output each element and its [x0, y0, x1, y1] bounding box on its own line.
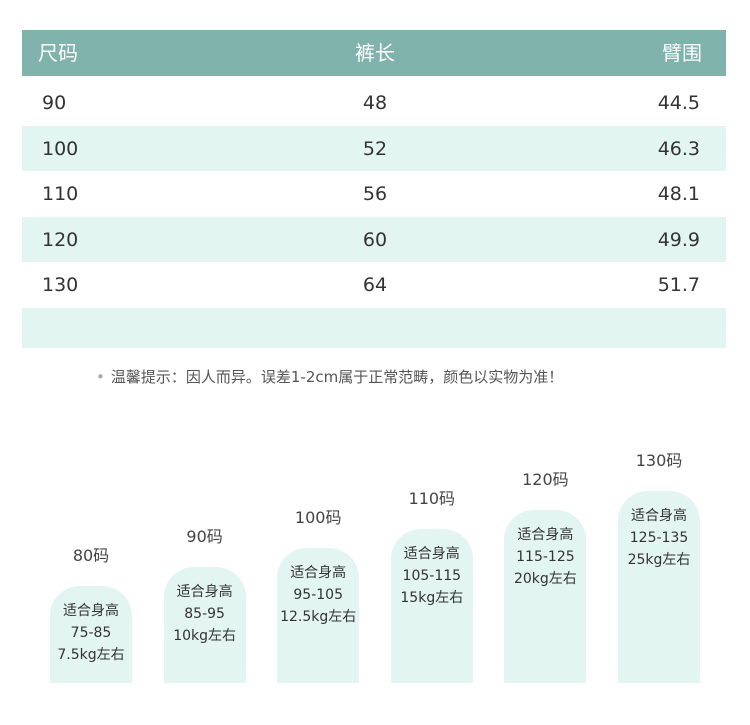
pillar-text: 85-95: [184, 606, 225, 622]
pillar-text: 125-135: [629, 530, 689, 546]
size-label: 80码: [72, 546, 110, 565]
size-cell: 120: [42, 228, 79, 251]
pillar-text: 适合身高: [631, 508, 687, 524]
pillar-text: 95-105: [293, 587, 343, 603]
pillar-text: 适合身高: [517, 527, 574, 543]
arm-cell: 46.3: [657, 137, 700, 160]
pillar-text: 适合身高: [176, 584, 233, 600]
pillar-text: 115-125: [516, 549, 575, 565]
size-pillar: 适合身高 115-125 20kg左右: [504, 510, 587, 683]
pillar-text: 15kg左右: [400, 590, 464, 606]
size-label: 90码: [186, 527, 223, 546]
size-cell: 100: [42, 137, 79, 160]
pillar-text: 7.5kg左右: [57, 647, 125, 663]
pillar-text: 25kg左右: [627, 552, 691, 568]
size-cell: 90: [42, 92, 67, 114]
length-cell: 64: [362, 274, 388, 297]
arm-cell: 51.7: [657, 274, 700, 297]
size-label: 100码: [294, 508, 342, 527]
bullet: •: [96, 368, 105, 386]
pillar-text: 适合身高: [403, 546, 460, 562]
size-pillar: 适合身高 105-115 15kg左右: [390, 529, 473, 683]
length-cell: 52: [362, 137, 388, 160]
length-cell: 60: [362, 228, 388, 251]
size-pillar: 适合身高 125-135 25kg左右: [618, 491, 700, 683]
pillar-text: 105-115: [402, 568, 462, 584]
length-cell: 48: [362, 92, 388, 114]
arm-cell: 44.5: [657, 92, 700, 114]
size-pillar: 适合身高 85-95 10kg左右: [163, 567, 246, 683]
size-label: 120码: [522, 470, 569, 489]
pillar-text: 适合身高: [290, 565, 347, 581]
empty-row: [22, 308, 726, 348]
table-row: 130 64 51.7: [22, 262, 726, 309]
pillar-text: 10kg左右: [173, 628, 236, 644]
size-label: 130码: [635, 451, 683, 470]
table-row: 120 60 49.9: [22, 216, 726, 263]
size-label: 110码: [408, 489, 456, 508]
pillar-text: 75-85: [70, 625, 112, 641]
table-row: 90 48 44.5: [22, 80, 726, 126]
table-header: 尺码 裤长 臂围: [22, 30, 726, 76]
note-line: • 温馨提示：因人而异。误差1-2cm属于正常范畴，颜色以实物为准！: [96, 366, 563, 387]
length-cell: 56: [362, 183, 388, 206]
pillar-text: 适合身高: [63, 603, 119, 619]
pillar-text: 12.5kg左右: [280, 609, 357, 625]
header-cell: 臂围: [662, 41, 702, 65]
note: 温馨提示：因人而异。误差1-2cm属于正常范畴，颜色以实物为准！: [110, 368, 564, 386]
pillar-text: 20kg左右: [513, 571, 577, 587]
table-row: 100 52 46.3: [22, 125, 726, 172]
header-cell: 裤长: [355, 41, 395, 65]
size-pillar: 适合身高 95-105 12.5kg左右: [277, 548, 360, 683]
table-row: 110 56 48.1: [22, 171, 726, 218]
size-cell: 130: [42, 274, 79, 297]
size-cell: 110: [42, 183, 79, 206]
arm-cell: 49.9: [657, 228, 700, 251]
arm-cell: 48.1: [657, 183, 700, 206]
size-pillar: 适合身高 75-85 7.5kg左右: [50, 586, 132, 683]
header-cell: 尺码: [38, 41, 78, 65]
